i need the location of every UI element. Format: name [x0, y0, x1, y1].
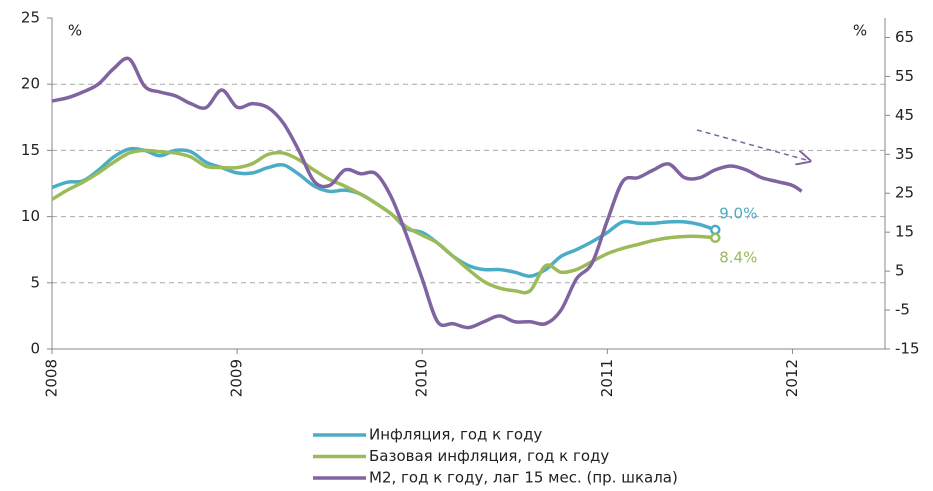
- series-line: [51, 148, 716, 295]
- y-tick-label: 10: [21, 207, 40, 225]
- y2-tick-label: 45: [895, 106, 914, 124]
- trend-arrow: [696, 129, 810, 161]
- legend-label: Базовая инфляция, год к году: [369, 447, 609, 465]
- y2-tick-label: 55: [895, 67, 914, 85]
- end-marker: [710, 232, 721, 244]
- y-tick-label: 0: [30, 340, 40, 358]
- y2-tick-label: -5: [895, 301, 910, 319]
- series-line: [51, 146, 716, 278]
- y2-tick-label: 35: [895, 145, 914, 163]
- value-label: 8.4%: [719, 248, 757, 266]
- y2-tick-label: 25: [895, 184, 914, 202]
- series-line: [51, 56, 803, 330]
- value-label: 9.0%: [719, 204, 757, 222]
- y2-tick-label: -15: [895, 340, 920, 358]
- x-tick-label: 2008: [43, 359, 61, 397]
- y-unit: %: [68, 22, 82, 40]
- x-tick-label: 2009: [228, 359, 246, 397]
- x-tick-label: 2010: [413, 359, 431, 397]
- x-tick-label: 2011: [598, 359, 616, 397]
- y-tick-label: 25: [21, 9, 40, 27]
- y-tick-label: 5: [30, 273, 40, 291]
- legend-label: М2, год к году, лаг 15 мес. (пр. шкала): [369, 469, 678, 487]
- y2-unit: %: [853, 22, 867, 40]
- y-tick-label: 20: [21, 75, 40, 93]
- legend-label: Инфляция, год к году: [369, 426, 542, 444]
- y-tick-label: 15: [21, 141, 40, 159]
- x-tick-label: 2012: [783, 359, 801, 397]
- y2-tick-label: 5: [895, 262, 905, 280]
- y2-tick-label: 65: [895, 28, 914, 46]
- y2-tick-label: 15: [895, 223, 914, 241]
